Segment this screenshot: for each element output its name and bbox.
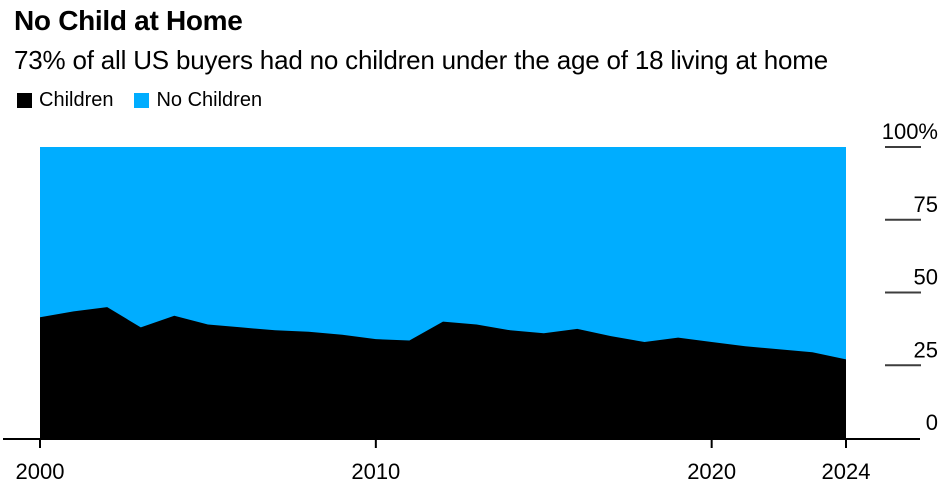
legend-label-no-children: No Children xyxy=(156,89,263,111)
legend-label-children: Children xyxy=(39,89,114,111)
chart-subtitle: 73% of all US buyers had no children und… xyxy=(14,45,828,75)
y-tick-label: 0 xyxy=(926,410,938,435)
y-tick-label: 100% xyxy=(882,119,938,144)
y-tick-label: 50 xyxy=(914,265,938,290)
y-tick-label: 75 xyxy=(914,192,938,217)
children-swatch-icon xyxy=(17,93,32,108)
chart-legend: Children No Children xyxy=(17,89,262,112)
x-tick-label: 2024 xyxy=(822,459,871,484)
chart-title: No Child at Home xyxy=(14,5,243,36)
y-tick-label: 25 xyxy=(914,337,938,362)
x-tick-label: 2010 xyxy=(351,459,400,484)
x-tick-label: 2000 xyxy=(16,459,65,484)
x-tick-label: 2020 xyxy=(687,459,736,484)
legend-item-children: Children xyxy=(17,89,113,112)
legend-item-no-children: No Children xyxy=(134,89,262,112)
no-children-swatch-icon xyxy=(134,93,150,108)
children-area xyxy=(40,307,846,438)
